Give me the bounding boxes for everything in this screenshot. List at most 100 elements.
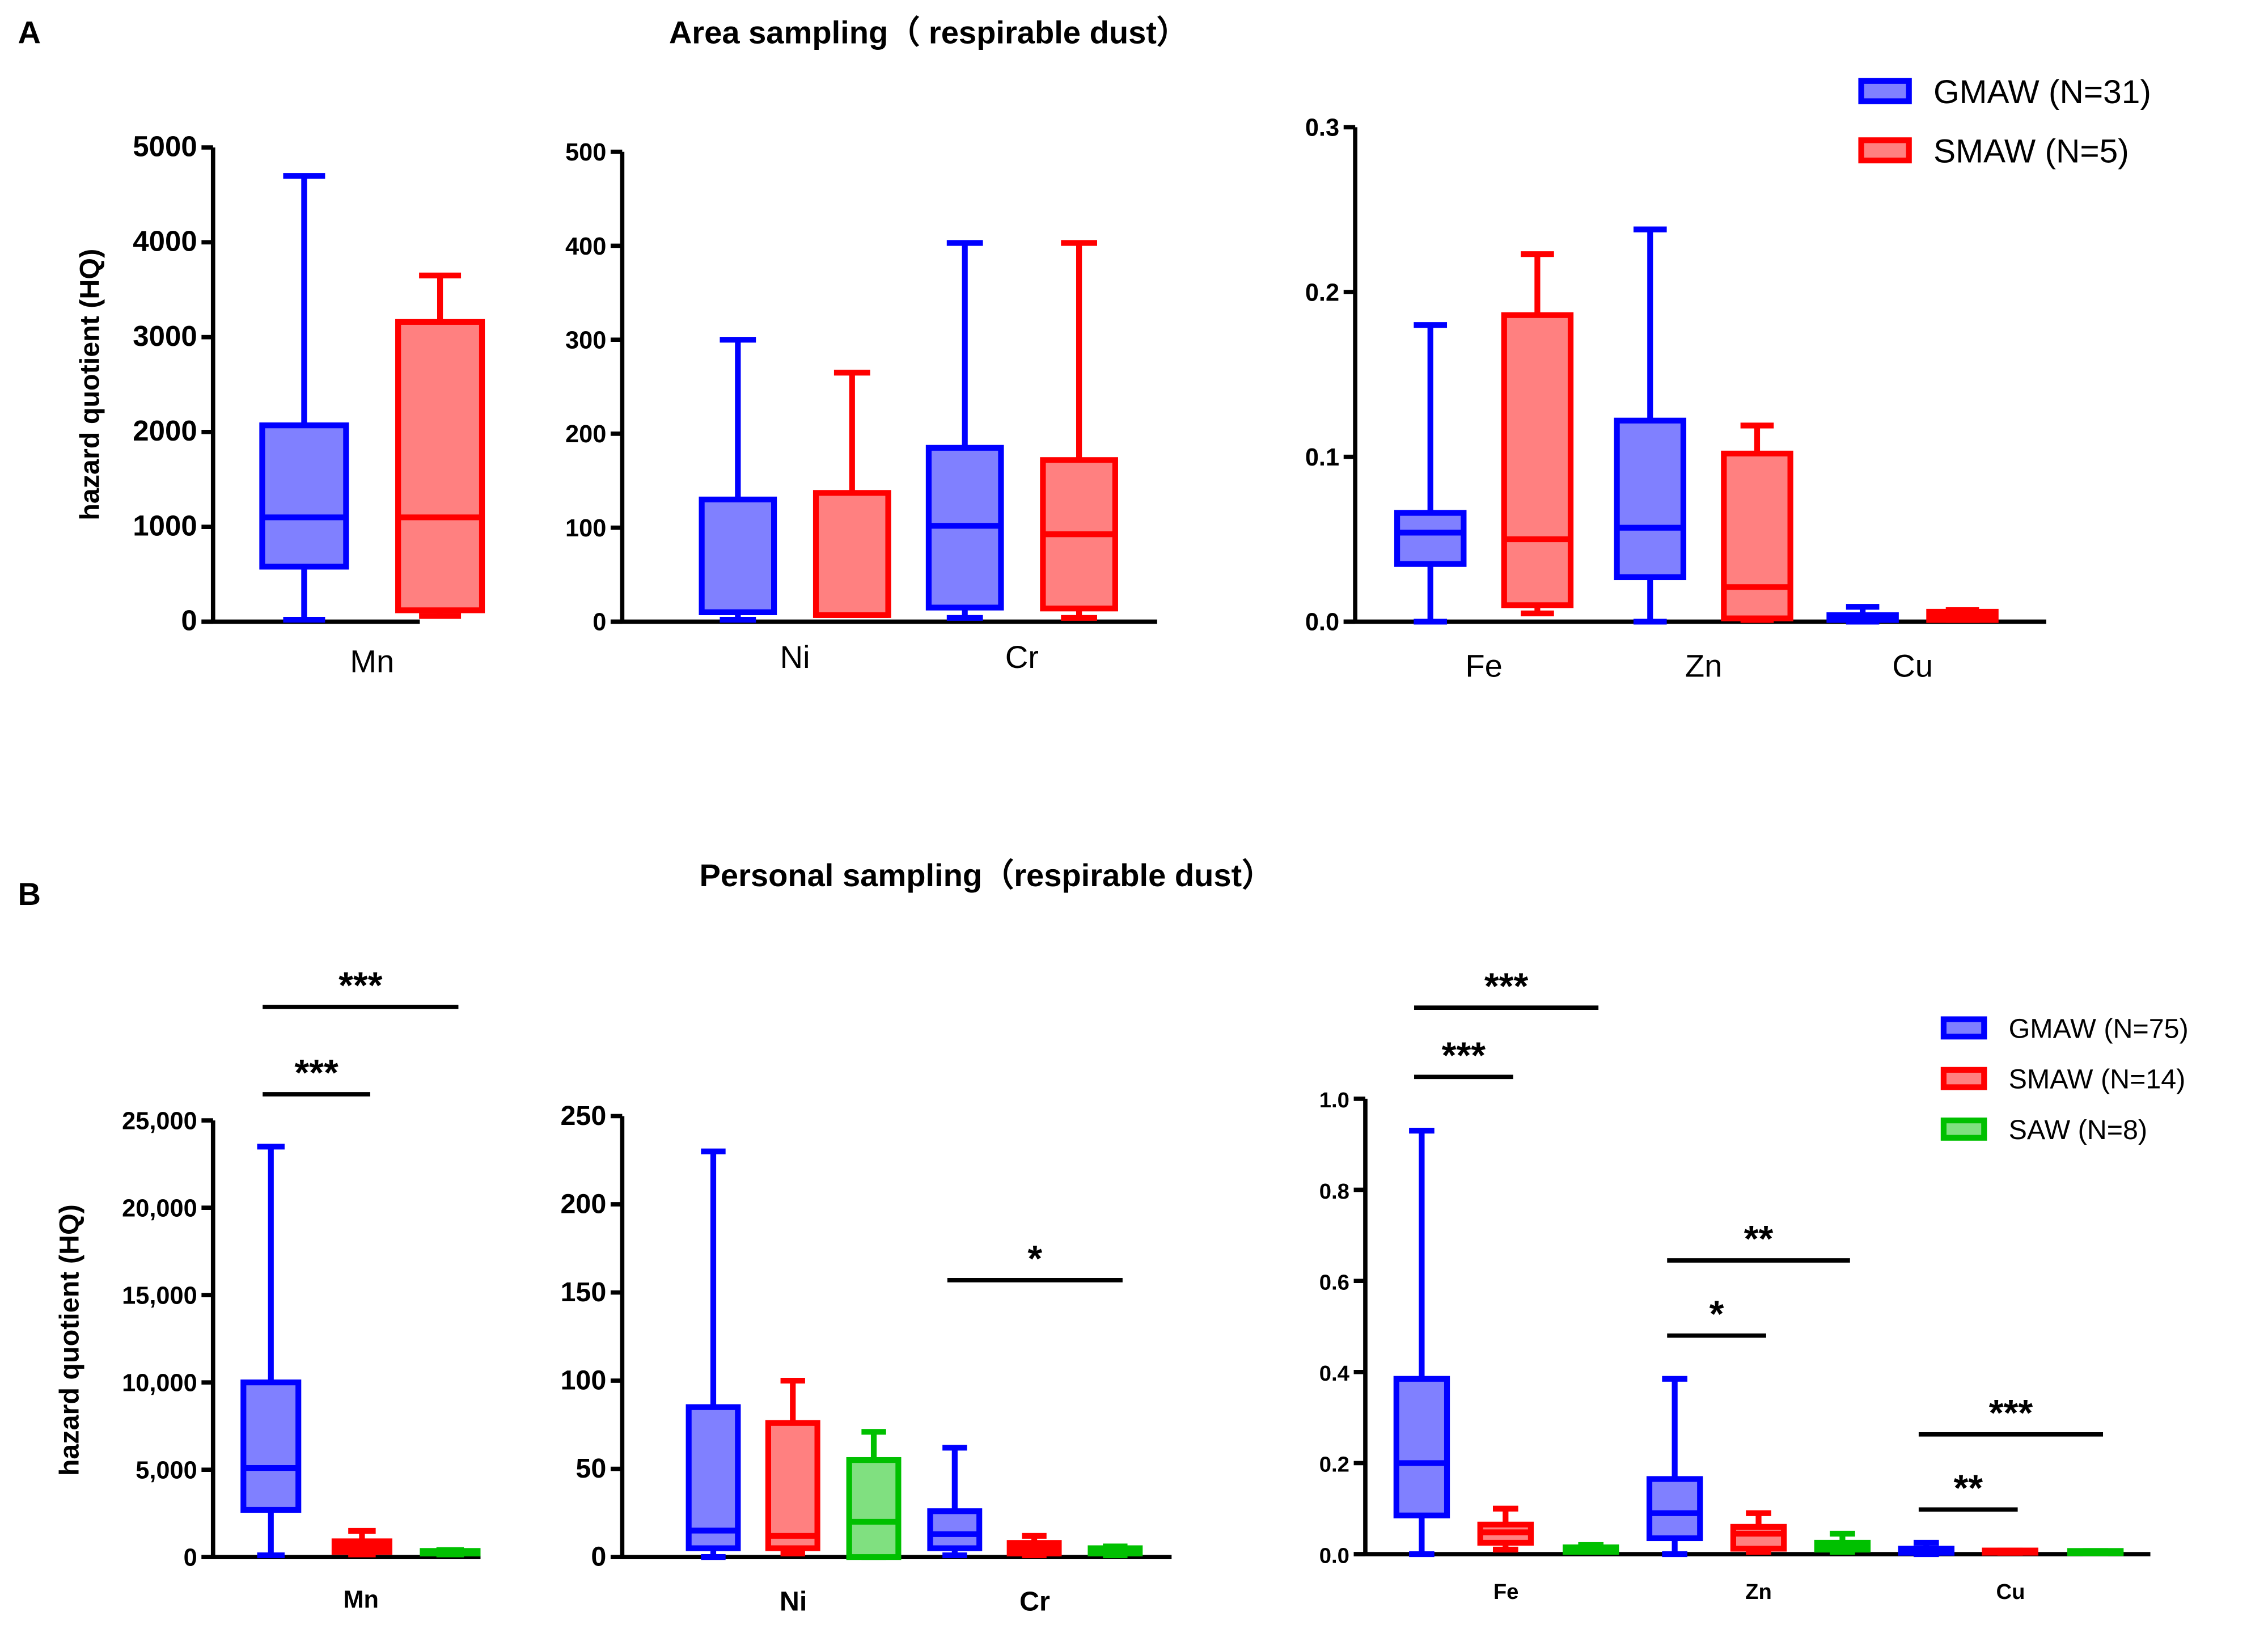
legend-label: SMAW (N=14)	[2009, 1064, 2186, 1095]
legend-label: GMAW (N=31)	[1933, 74, 2151, 111]
y-tick-label: 15,000	[122, 1282, 197, 1309]
box-Mn-GMAW	[240, 1144, 302, 1559]
y-tick-label: 0.0	[1305, 609, 1339, 636]
box-iqr	[1393, 1376, 1450, 1518]
y-tick-label: 3000	[133, 320, 197, 352]
box-Fe-SMAW	[1477, 1505, 1534, 1553]
y-tick-label: 300	[565, 327, 606, 354]
box-iqr	[1394, 510, 1467, 567]
x-category-label: Fe	[1465, 648, 1502, 683]
y-tick-label: 0.8	[1319, 1179, 1349, 1204]
box-Cu-GMAW	[1898, 1539, 1955, 1558]
box-Cr-SMAW	[1006, 1533, 1062, 1559]
x-category-label: Zn	[1745, 1580, 1772, 1604]
y-tick-label: 0.0	[1319, 1543, 1349, 1568]
box-Ni-SAW	[846, 1429, 902, 1560]
y-tick-label: 100	[565, 515, 606, 542]
box-iqr	[259, 422, 349, 570]
y-tick-label: 200	[560, 1188, 606, 1219]
y-tick-label: 20,000	[122, 1195, 197, 1222]
box-Zn-SAW	[1814, 1530, 1871, 1555]
box-Mn-SMAW	[331, 1527, 392, 1558]
x-category-label: Fe	[1493, 1580, 1519, 1604]
legend-label: SAW (N=8)	[2009, 1115, 2147, 1145]
significance-label: **	[1744, 1218, 1774, 1260]
y-tick-label: 5000	[133, 130, 197, 162]
box-iqr	[1646, 1476, 1703, 1542]
x-category-label: Zn	[1685, 648, 1722, 683]
box-iqr	[846, 1457, 902, 1560]
y-tick-label: 0.6	[1319, 1270, 1349, 1294]
legend-label: GMAW (N=75)	[2009, 1013, 2189, 1044]
box-Ni-GMAW	[699, 337, 777, 623]
y-tick-label: 400	[565, 233, 606, 260]
legend-b: GMAW (N=75) SMAW (N=14) SAW (N=8)	[1940, 1013, 2189, 1145]
significance-label: ***	[1989, 1393, 2033, 1434]
x-category-label: Ni	[780, 639, 810, 675]
box-iqr	[1501, 312, 1574, 608]
box-Mn-GMAW	[259, 173, 349, 623]
panel-label-a: A	[18, 14, 41, 50]
y-tick-label: 5,000	[136, 1457, 197, 1484]
y-tick-label: 100	[560, 1365, 606, 1395]
y-tick-label: 2000	[133, 414, 197, 447]
y-tick-label: 0.2	[1305, 279, 1339, 306]
y-tick-label: 0	[184, 1544, 197, 1571]
y-tick-label: 150	[560, 1277, 606, 1307]
legend-swatch-gmaw	[1858, 78, 1912, 104]
legend-label: SMAW (N=5)	[1933, 133, 2129, 170]
box-Cr-GMAW	[927, 1445, 983, 1559]
x-category-label: Mn	[343, 1586, 379, 1613]
box-Ni-GMAW	[686, 1148, 741, 1560]
x-category-label: Ni	[780, 1586, 807, 1617]
legend-swatch-smaw	[1940, 1067, 1987, 1090]
significance-label: ***	[1442, 1035, 1486, 1077]
box-iqr	[1730, 1524, 1787, 1552]
y-tick-label: 0.1	[1305, 444, 1339, 471]
box-Zn-SMAW	[1730, 1510, 1787, 1555]
y-tick-label: 25,000	[122, 1107, 197, 1135]
chart-B-NiCr: 0 50 100 150 200 250 Ni Cr *	[560, 1101, 1172, 1617]
y-axis-label-a: hazard quotient (HQ)	[74, 249, 105, 520]
chart-A-Mn: 0 1000 2000 3000 4000 5000 Mn	[133, 130, 485, 679]
legend-swatch-gmaw	[1940, 1016, 1987, 1040]
title-area-sampling: Area sampling（ respirable dust）	[669, 14, 1188, 50]
significance-label: ***	[338, 965, 383, 1007]
box-iqr	[813, 490, 891, 618]
y-tick-label: 0.3	[1305, 115, 1339, 142]
y-tick-label: 0	[181, 604, 197, 637]
box-Mn-SAW	[420, 1547, 481, 1558]
box-Cu-SMAW	[1926, 607, 1999, 623]
box-Cr-SMAW	[1040, 240, 1118, 621]
x-category-label: Cr	[1005, 639, 1039, 675]
y-axis-label-b: hazard quotient (HQ)	[54, 1204, 85, 1476]
panel-label-b: B	[18, 876, 41, 912]
y-tick-label: 200	[565, 421, 606, 448]
box-Fe-GMAW	[1394, 322, 1467, 625]
significance-label: *	[1710, 1293, 1724, 1335]
y-tick-label: 0.2	[1319, 1453, 1349, 1477]
box-iqr	[686, 1404, 741, 1551]
box-Fe-GMAW	[1393, 1127, 1450, 1558]
significance-label: *	[1027, 1238, 1042, 1280]
significance-label: ***	[294, 1052, 338, 1094]
significance-label: ***	[1484, 966, 1529, 1008]
box-Zn-GMAW	[1646, 1376, 1703, 1558]
box-Cu-SMAW	[1982, 1547, 2038, 1556]
box-Cu-SAW	[2067, 1548, 2124, 1556]
x-category-label: Cr	[1019, 1586, 1050, 1617]
box-Zn-SMAW	[1721, 422, 1793, 623]
legend-a: GMAW (N=31) SMAW (N=5)	[1858, 74, 2151, 170]
y-tick-label: 1000	[133, 509, 197, 541]
y-tick-label: 500	[565, 139, 606, 166]
box-iqr	[240, 1379, 302, 1513]
x-category-label: Cu	[1996, 1580, 2025, 1604]
box-Cr-SAW	[1088, 1543, 1143, 1559]
x-category-label: Cu	[1892, 648, 1933, 683]
box-Ni-SMAW	[765, 1377, 820, 1557]
box-Ni-SMAW	[813, 370, 891, 618]
box-iqr	[927, 1508, 983, 1551]
x-category-label: Mn	[350, 644, 394, 679]
box-Cu-GMAW	[1826, 604, 1899, 625]
